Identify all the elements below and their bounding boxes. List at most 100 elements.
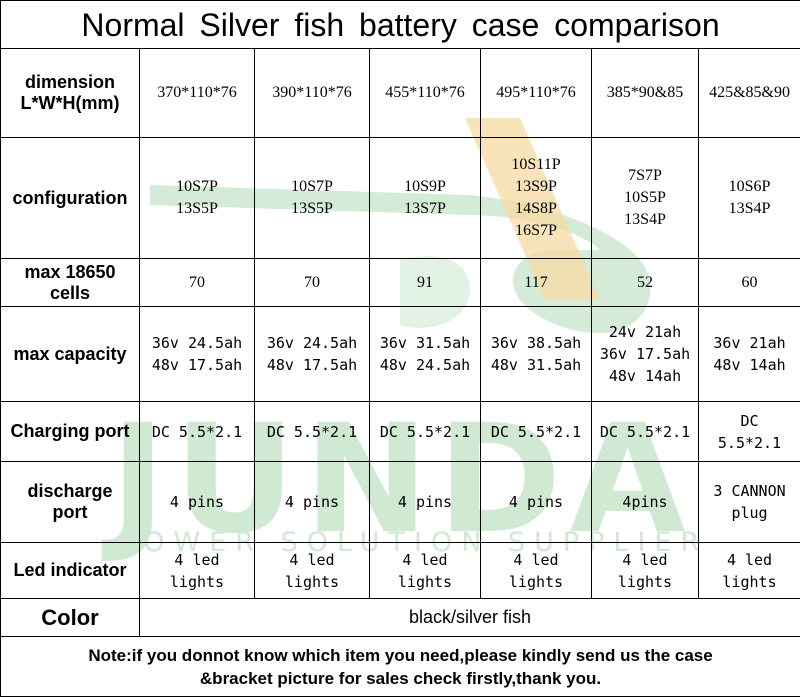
- cell-line: 13S4P: [592, 209, 698, 231]
- cell-line: DC 5.5*2.1: [481, 421, 591, 443]
- dimension-cell: 370*110*76: [140, 49, 255, 138]
- cell-line: DC 5.5*2.1: [255, 421, 369, 443]
- discharge-cell: 3 CANNON plug: [699, 462, 800, 543]
- cell-line: 60: [699, 272, 800, 294]
- cell-line: 70: [255, 272, 369, 294]
- cell-line: 117: [481, 272, 591, 294]
- cell-line: 36v 24.5ah: [255, 332, 369, 354]
- cell-line: 48v 14ah: [699, 354, 800, 376]
- row-label-dimension: dimension L*W*H(mm): [1, 49, 140, 138]
- color-row: Color black/silver fish: [1, 599, 800, 637]
- cell-line: 4 led: [699, 549, 800, 571]
- cell-line: 390*110*76: [255, 82, 369, 104]
- capacity-cell: 36v 31.5ah 48v 24.5ah: [370, 307, 481, 402]
- capacity-cell: 36v 38.5ah 48v 31.5ah: [481, 307, 592, 402]
- cell-line: 3 CANNON: [699, 480, 800, 502]
- cell-line: 10S5P: [592, 187, 698, 209]
- dimension-cell: 425&85&90: [699, 49, 800, 138]
- row-label-line: Charging port: [1, 421, 139, 442]
- row-label-cells: max 18650 cells: [1, 259, 140, 307]
- cell-line: 4 led: [592, 549, 698, 571]
- cell-line: 13S5P: [140, 198, 254, 220]
- cell-line: 385*90&85: [592, 82, 698, 104]
- row-label-line: configuration: [1, 188, 139, 209]
- cell-line: 4 pins: [140, 491, 254, 513]
- cell-line: DC 5.5*2.1: [140, 421, 254, 443]
- cell-line: DC 5.5*2.1: [592, 421, 698, 443]
- capacity-cell: 24v 21ah 36v 17.5ah 48v 14ah: [592, 307, 699, 402]
- cell-line: 36v 31.5ah: [370, 332, 480, 354]
- title-row: Normal Silver fish battery case comparis…: [1, 1, 800, 49]
- note-line: &bracket picture for sales check firstly…: [1, 667, 800, 690]
- row-label-line: dimension: [1, 72, 139, 93]
- cell-line: plug: [699, 502, 800, 524]
- charging-cell: DC 5.5*2.1: [592, 402, 699, 462]
- cell-line: 48v 17.5ah: [255, 354, 369, 376]
- cell-line: 4 pins: [481, 491, 591, 513]
- color-value: black/silver fish: [140, 599, 800, 637]
- cell-line: 4 led: [255, 549, 369, 571]
- cell-line: 14S8P: [481, 198, 591, 220]
- note-line: Note:if you donnot know which item you n…: [1, 644, 800, 667]
- cell-line: 24v 21ah: [592, 321, 698, 343]
- configuration-cell: 7S7P 10S5P 13S4P: [592, 138, 699, 259]
- cell-line: DC: [699, 410, 800, 432]
- cell-line: 4pins: [592, 491, 698, 513]
- cell-line: 16S7P: [481, 220, 591, 242]
- row-label-line: max 18650: [1, 262, 139, 283]
- cell-line: 48v 31.5ah: [481, 354, 591, 376]
- cell-line: 455*110*76: [370, 82, 480, 104]
- cells-cell: 91: [370, 259, 481, 307]
- led-cell: 4 led lights: [255, 543, 370, 599]
- cell-line: 36v 21ah: [699, 332, 800, 354]
- row-label-line: L*W*H(mm): [1, 93, 139, 114]
- configuration-row: configuration 10S7P 13S5P 10S7P 13S5P 10…: [1, 138, 800, 259]
- charging-row: Charging port DC 5.5*2.1 DC 5.5*2.1 DC 5…: [1, 402, 800, 462]
- configuration-cell: 10S7P 13S5P: [140, 138, 255, 259]
- led-cell: 4 led lights: [140, 543, 255, 599]
- led-cell: 4 led lights: [592, 543, 699, 599]
- page-title: Normal Silver fish battery case comparis…: [1, 1, 800, 49]
- cells-cell: 117: [481, 259, 592, 307]
- capacity-cell: 36v 24.5ah 48v 17.5ah: [255, 307, 370, 402]
- led-cell: 4 led lights: [481, 543, 592, 599]
- charging-cell: DC 5.5*2.1: [370, 402, 481, 462]
- cell-line: 36v 24.5ah: [140, 332, 254, 354]
- cell-line: 52: [592, 272, 698, 294]
- discharge-cell: 4 pins: [255, 462, 370, 543]
- cell-line: 70: [140, 272, 254, 294]
- configuration-cell: 10S6P 13S4P: [699, 138, 800, 259]
- charging-cell: DC 5.5*2.1: [481, 402, 592, 462]
- cells-cell: 52: [592, 259, 699, 307]
- dimension-cell: 385*90&85: [592, 49, 699, 138]
- cell-line: 495*110*76: [481, 82, 591, 104]
- dimension-cell: 390*110*76: [255, 49, 370, 138]
- cell-line: 91: [370, 272, 480, 294]
- cells-cell: 60: [699, 259, 800, 307]
- cell-line: 10S9P: [370, 176, 480, 198]
- charging-cell: DC 5.5*2.1: [255, 402, 370, 462]
- dimension-cell: 455*110*76: [370, 49, 481, 138]
- cell-line: 36v 38.5ah: [481, 332, 591, 354]
- discharge-cell: 4 pins: [370, 462, 481, 543]
- led-cell: 4 led lights: [370, 543, 481, 599]
- cells-cell: 70: [140, 259, 255, 307]
- cell-line: 370*110*76: [140, 82, 254, 104]
- row-label-configuration: configuration: [1, 138, 140, 259]
- dimension-row: dimension L*W*H(mm) 370*110*76 390*110*7…: [1, 49, 800, 138]
- cell-line: 48v 24.5ah: [370, 354, 480, 376]
- note-row: Note:if you donnot know which item you n…: [1, 637, 800, 697]
- configuration-cell: 10S9P 13S7P: [370, 138, 481, 259]
- discharge-cell: 4 pins: [140, 462, 255, 543]
- cell-line: 5.5*2.1: [699, 432, 800, 454]
- dimension-cell: 495*110*76: [481, 49, 592, 138]
- charging-cell: DC 5.5*2.1: [140, 402, 255, 462]
- cell-line: lights: [255, 571, 369, 593]
- cell-line: 13S5P: [255, 198, 369, 220]
- row-label-line: discharge: [1, 481, 139, 502]
- row-label-line: port: [1, 502, 139, 523]
- cells-cell: 70: [255, 259, 370, 307]
- cell-line: 36v 17.5ah: [592, 343, 698, 365]
